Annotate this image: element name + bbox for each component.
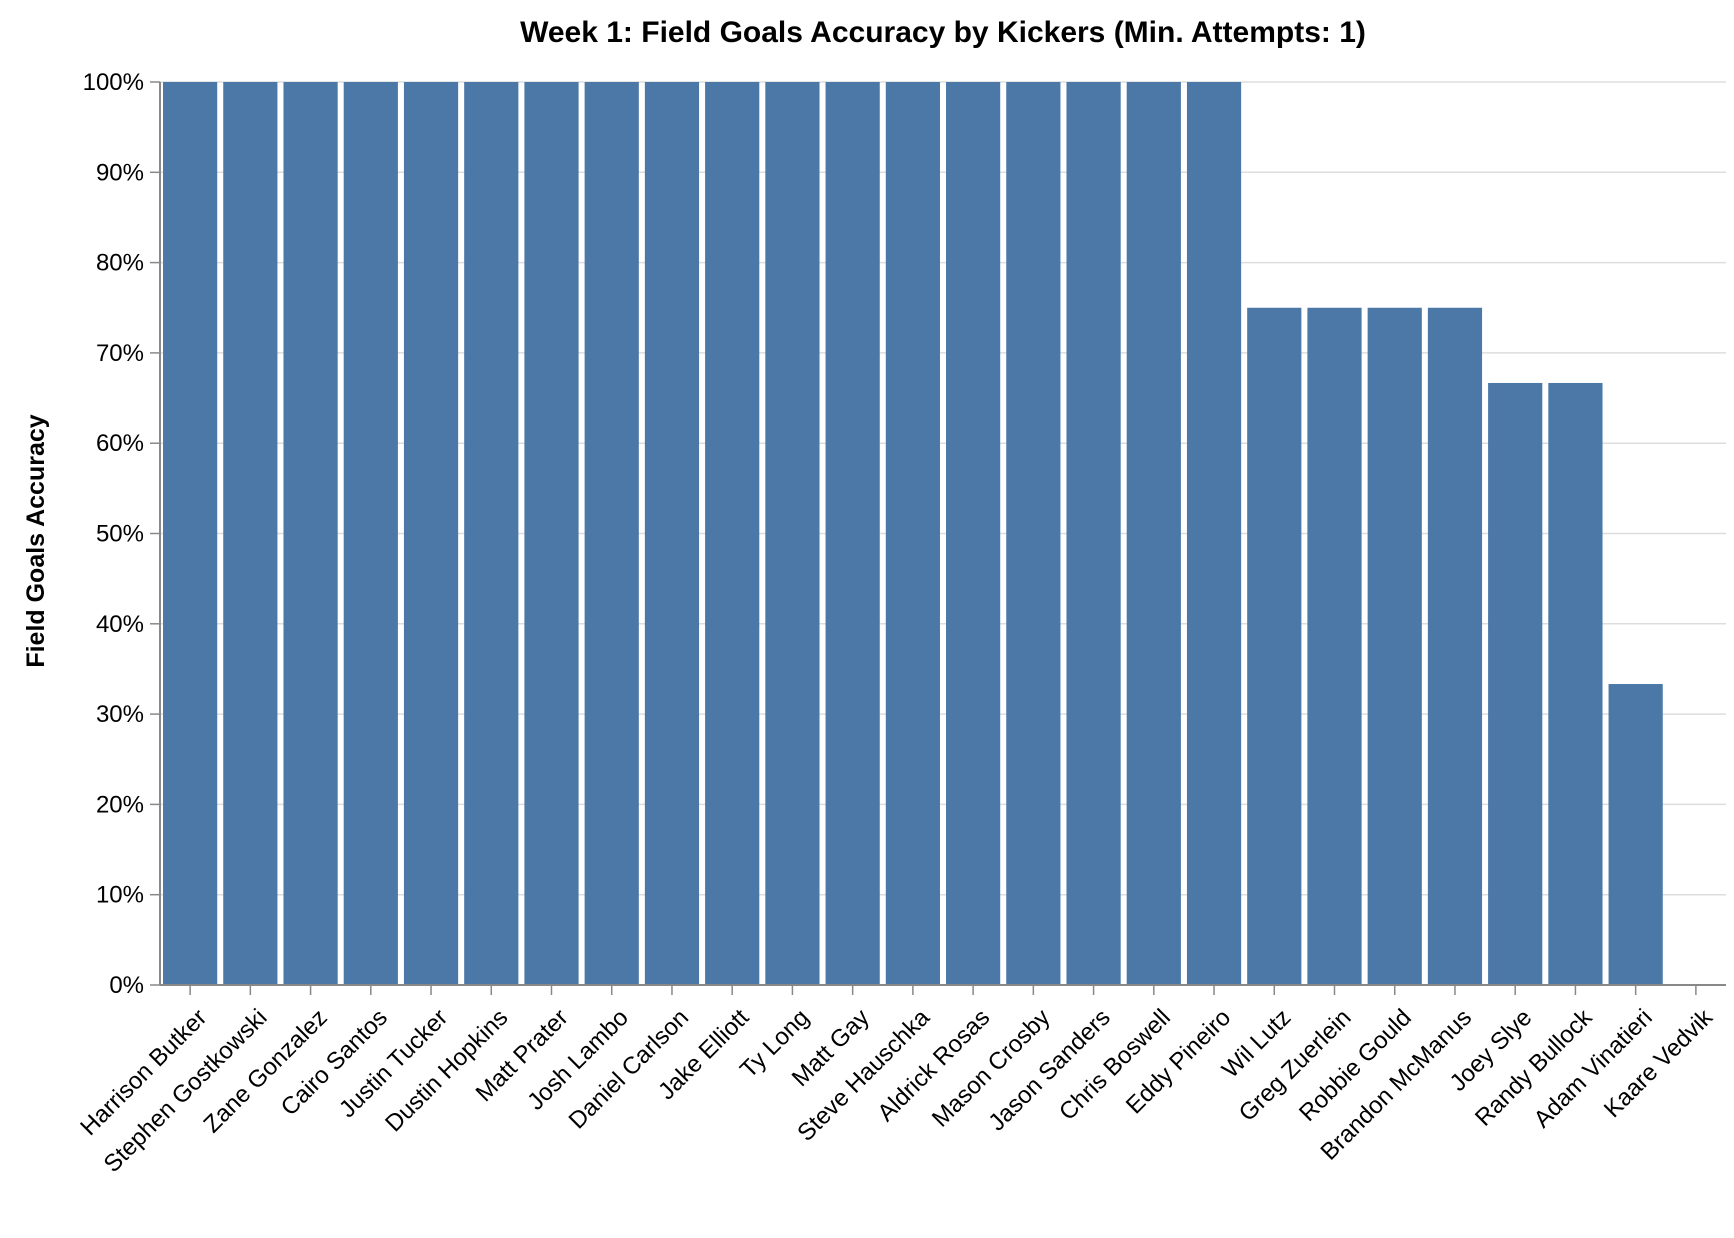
y-axis-ticks: 0% 10% 20% 30% 40% 50% 60% 70% 80% 90% 100%: [83, 69, 160, 999]
bar: [1066, 82, 1121, 985]
bar: [1126, 82, 1181, 985]
bar: [283, 82, 338, 985]
y-axis-label: Field Goals Accuracy: [22, 414, 50, 667]
bar: [584, 82, 639, 985]
bar: [1608, 684, 1663, 985]
bar: [825, 82, 880, 985]
y-tick-label: 100%: [83, 69, 144, 96]
bar: [524, 82, 579, 985]
bar: [223, 82, 278, 985]
bar: [1427, 307, 1483, 985]
y-tick-label: 90%: [96, 159, 144, 186]
bar: [1247, 307, 1302, 985]
bar: [765, 82, 820, 985]
bar: [885, 82, 940, 985]
y-tick-label: 50%: [96, 521, 144, 548]
y-tick-label: 70%: [96, 340, 144, 367]
bar: [705, 82, 760, 985]
bar: [1186, 82, 1242, 985]
bar: [946, 82, 1001, 985]
bar: [464, 82, 519, 985]
bar: [644, 82, 700, 985]
bar: [1548, 382, 1603, 985]
bar: [1307, 307, 1362, 985]
bar: [163, 82, 218, 985]
bar: [343, 82, 398, 985]
y-tick-label: 60%: [96, 430, 144, 457]
bar: [1488, 382, 1543, 985]
bar: [403, 82, 459, 985]
y-tick-label: 30%: [96, 701, 144, 728]
y-tick-label: 40%: [96, 611, 144, 638]
chart-title: Week 1: Field Goals Accuracy by Kickers …: [520, 16, 1366, 49]
bar: [1367, 307, 1422, 985]
y-tick-label: 20%: [96, 791, 144, 818]
y-tick-label: 0%: [109, 972, 144, 999]
y-tick-label: 80%: [96, 250, 144, 277]
bar: [1006, 82, 1061, 985]
y-tick-label: 10%: [96, 882, 144, 909]
bars: [163, 82, 1663, 985]
